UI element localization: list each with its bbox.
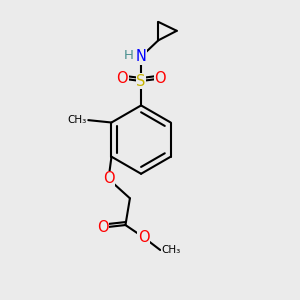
Text: CH₃: CH₃ bbox=[162, 245, 181, 255]
Text: S: S bbox=[136, 74, 146, 88]
Text: H: H bbox=[124, 49, 134, 62]
Text: O: O bbox=[116, 71, 128, 86]
Text: O: O bbox=[154, 71, 166, 86]
Text: CH₃: CH₃ bbox=[68, 115, 87, 125]
Text: O: O bbox=[103, 172, 114, 187]
Text: O: O bbox=[97, 220, 108, 235]
Text: O: O bbox=[138, 230, 150, 245]
Text: N: N bbox=[136, 49, 146, 64]
